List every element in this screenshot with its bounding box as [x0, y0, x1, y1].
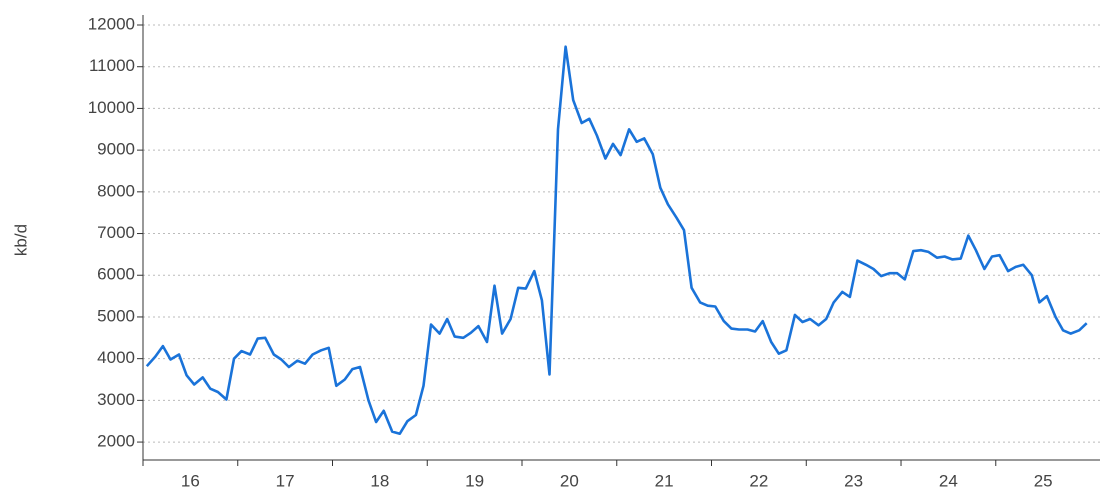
x-tick-label: 19	[465, 471, 484, 490]
y-tick-label: 11000	[89, 56, 135, 75]
y-tick-label: 3000	[97, 390, 135, 409]
y-tick-label: 6000	[97, 265, 135, 284]
x-tick-label: 20	[560, 471, 579, 490]
x-tick-label: 17	[276, 471, 295, 490]
x-tick-label: 22	[749, 471, 768, 490]
x-tick-label: 24	[939, 471, 958, 490]
data-line	[145, 45, 1088, 435]
y-tick-label: 5000	[97, 306, 135, 325]
y-axis-label: kb/d	[11, 224, 30, 256]
y-tick-label: 9000	[97, 140, 135, 159]
y-tick-label: 12000	[88, 14, 135, 33]
x-tick-label: 18	[370, 471, 389, 490]
y-tick-label: 7000	[97, 223, 135, 242]
x-tick-label: 25	[1034, 471, 1053, 490]
x-tick-label: 16	[181, 471, 200, 490]
x-tick-label: 23	[844, 471, 863, 490]
y-tick-label: 10000	[88, 98, 135, 117]
x-tick-label: 21	[655, 471, 674, 490]
y-tick-label: 8000	[97, 181, 135, 200]
y-tick-label: 4000	[97, 348, 135, 367]
y-tick-label: 2000	[97, 432, 135, 451]
